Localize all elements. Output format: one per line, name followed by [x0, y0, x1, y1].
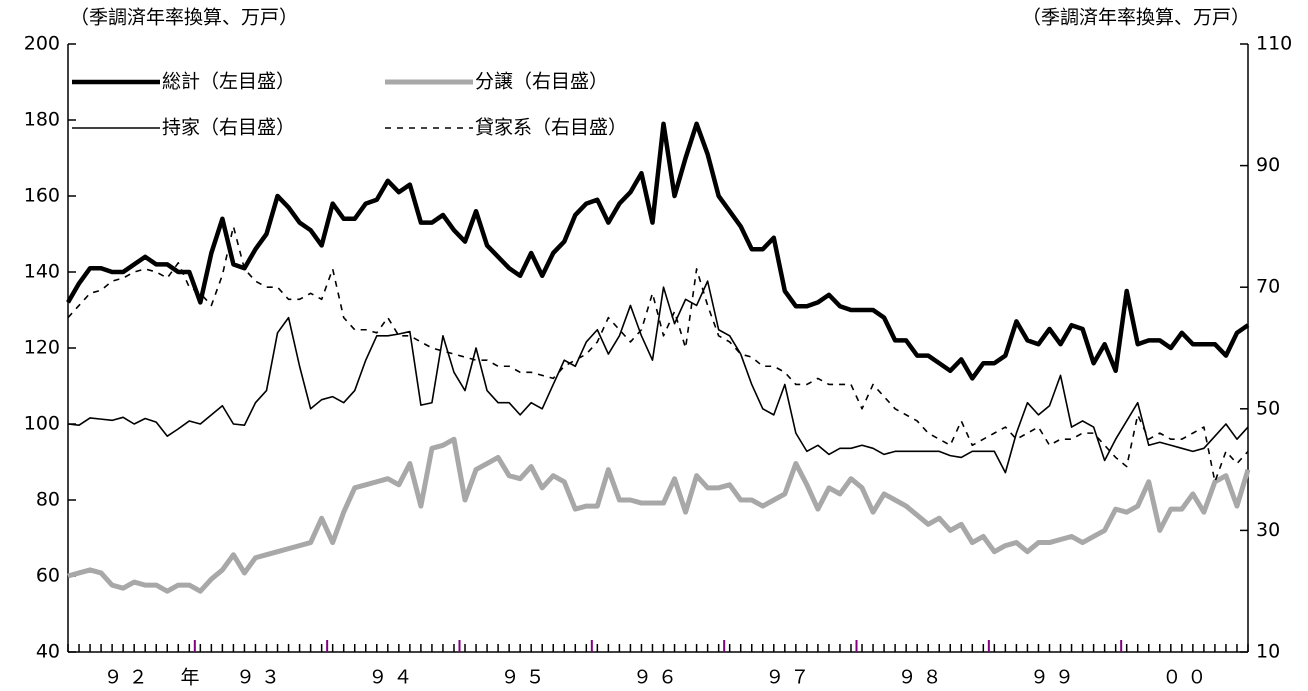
y2-tick-label: 30 — [1256, 519, 1280, 541]
y-tick-label: 60 — [36, 565, 60, 587]
x-unit: 年 — [180, 667, 199, 689]
y2-tick-label: 10 — [1256, 641, 1280, 663]
y-tick-label: 180 — [24, 109, 60, 131]
y-tick-label: 80 — [36, 489, 60, 511]
y-tick-label: 140 — [24, 261, 60, 283]
y-tick-label: 40 — [36, 641, 60, 663]
x-tick-label: ９６ — [633, 667, 683, 689]
y2-tick-label: 70 — [1256, 276, 1280, 298]
legend-label: 総計（左目盛） — [162, 71, 295, 93]
x-tick-label: ９８ — [898, 667, 948, 689]
y-tick-label: 120 — [24, 337, 60, 359]
x-tick-label: ９７ — [765, 667, 815, 689]
series-line — [67, 436, 1251, 594]
x-tick-label: ９５ — [501, 667, 551, 689]
y-tick-label: 100 — [24, 413, 60, 435]
y2-tick-label: 50 — [1256, 397, 1280, 419]
x-tick-label: ００ — [1162, 667, 1212, 689]
legend-label: 持家（右目盛） — [162, 117, 295, 139]
y-axis-label: （季調済年率換算、万戸） — [70, 7, 298, 29]
series-line — [67, 280, 1249, 474]
x-tick-label: ９２ — [104, 667, 154, 689]
legend-label: 分譲（右目盛） — [475, 71, 608, 93]
y2-tick-label: 90 — [1256, 154, 1280, 176]
x-tick-label: ９３ — [236, 667, 286, 689]
legend-label: 貸家系（右目盛） — [475, 117, 627, 139]
x-tick-label: ９９ — [1030, 667, 1080, 689]
series-line — [66, 121, 1250, 381]
y-tick-label: 160 — [24, 185, 60, 207]
y2-axis-label: （季調済年率換算、万戸） — [1022, 7, 1250, 29]
y2-tick-label: 110 — [1256, 33, 1292, 55]
y-tick-label: 200 — [24, 33, 60, 55]
series-line — [67, 225, 1249, 483]
x-tick-label: ９４ — [368, 667, 418, 689]
